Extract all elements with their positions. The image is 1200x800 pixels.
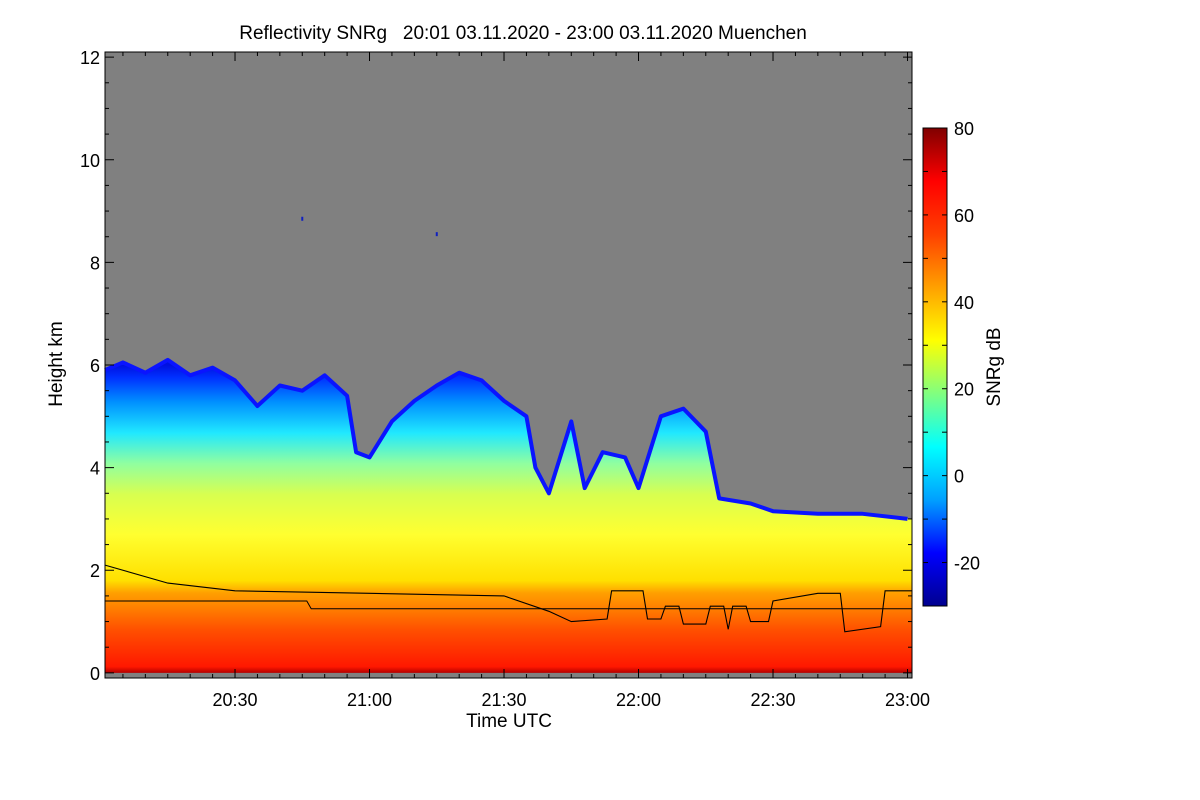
heatmap-layer [104, 216, 912, 673]
x-tick-label: 20:30 [212, 690, 257, 710]
y-axis-label: Height km [46, 321, 67, 407]
colorbar: 80 60 40 20 0 -20 [922, 119, 980, 607]
x-tick-label: 22:00 [616, 690, 661, 710]
colorbar-tick-label: 0 [954, 467, 964, 487]
x-tick-label: 22:30 [750, 690, 795, 710]
x-tick-label: 21:00 [347, 690, 392, 710]
x-axis-label: Time UTC [466, 711, 552, 732]
cloud-top-edge [104, 357, 908, 521]
colorbar-tick-label: 80 [954, 119, 974, 139]
plot-area: 20:30 21:00 21:30 22:00 22:30 23:00 0 2 4 6 8 10 12 [80, 48, 930, 710]
y-axis: 0 2 4 6 8 10 12 [80, 48, 912, 684]
y-tick-label: 0 [90, 664, 100, 684]
x-tick-label: 21:30 [481, 690, 526, 710]
y-tick-label: 6 [90, 356, 100, 376]
y-tick-label: 12 [80, 48, 100, 68]
colorbar-gradient [922, 127, 948, 607]
echo-region [105, 359, 912, 673]
reference-height-line [105, 600, 912, 610]
colorbar-tick-label: 20 [954, 380, 974, 400]
y-tick-label: 2 [90, 561, 100, 581]
echo-speck [435, 232, 438, 237]
colorbar-ticks: 80 60 40 20 0 -20 [923, 119, 980, 607]
colorbar-tick-label: -20 [954, 554, 980, 574]
echo-speck [301, 216, 304, 221]
colorbar-tick-label: 40 [954, 293, 974, 313]
y-tick-label: 4 [90, 459, 100, 479]
overlay-lines [104, 564, 912, 633]
colorbar-tick-label: 60 [954, 206, 974, 226]
chart-title: Reflectivity SNRg 20:01 03.11.2020 - 23:… [239, 23, 807, 44]
x-axis: 20:30 21:00 21:30 22:00 22:30 23:00 [122, 52, 930, 710]
y-tick-label: 10 [80, 151, 100, 171]
x-tick-label: 23:00 [885, 690, 930, 710]
colorbar-label: SNRg dB [984, 327, 1005, 406]
y-tick-label: 8 [90, 253, 100, 273]
